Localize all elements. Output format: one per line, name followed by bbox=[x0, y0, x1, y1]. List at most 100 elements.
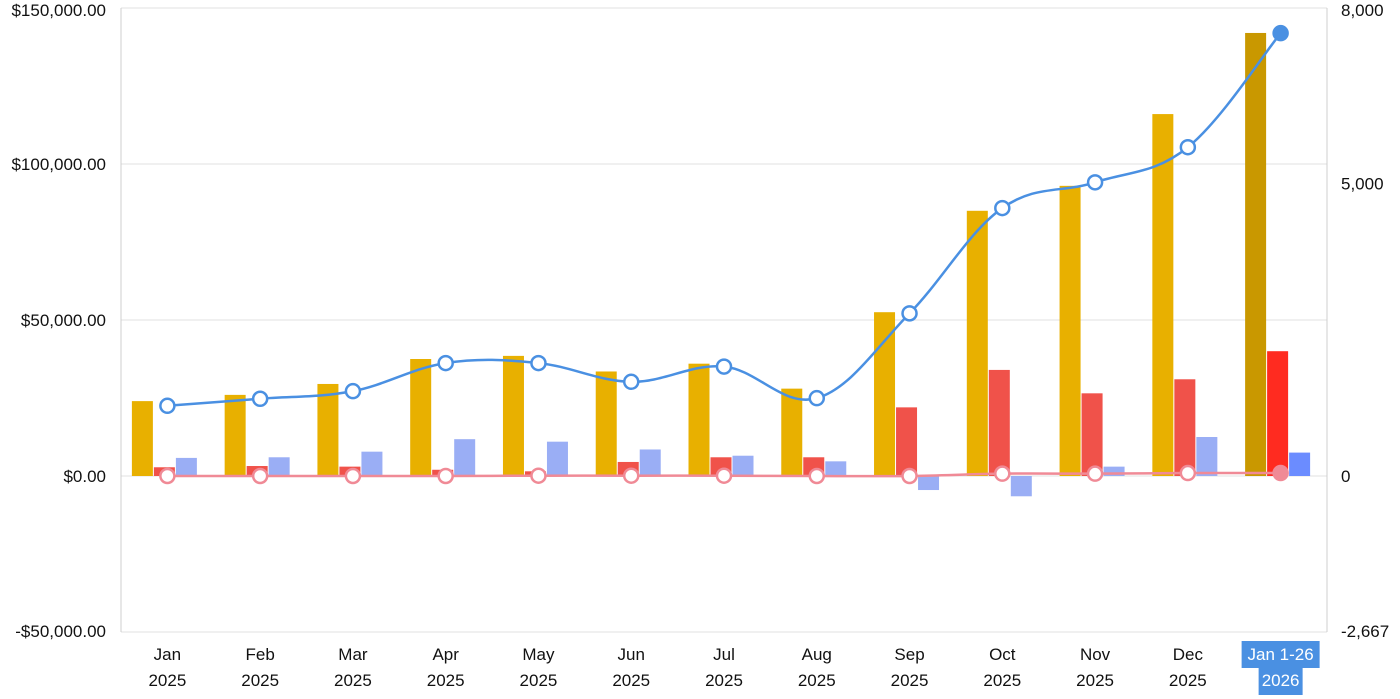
line-point bbox=[715, 467, 733, 484]
bar bbox=[268, 457, 290, 476]
x-tick-label: May bbox=[522, 645, 555, 664]
line-layer bbox=[159, 24, 1289, 485]
bar bbox=[988, 369, 1010, 476]
right-tick-label: 8,000 bbox=[1341, 1, 1384, 20]
bar bbox=[896, 407, 918, 476]
left-tick-label: $150,000.00 bbox=[11, 1, 106, 20]
x-tick-label: 2025 bbox=[705, 671, 743, 690]
line-point bbox=[808, 467, 826, 485]
line-point bbox=[437, 467, 454, 485]
x-tick-label: Jan bbox=[154, 645, 181, 664]
bar bbox=[410, 359, 432, 476]
x-tick-label: 2025 bbox=[612, 671, 650, 690]
bar bbox=[1059, 185, 1081, 476]
x-tick-label: 2025 bbox=[1076, 671, 1114, 690]
line-point bbox=[622, 373, 640, 391]
line-point bbox=[1086, 174, 1104, 191]
line-point bbox=[251, 467, 269, 485]
x-tick-label: 2025 bbox=[148, 671, 186, 690]
x-tick-label: Apr bbox=[432, 645, 459, 664]
bar bbox=[1081, 393, 1103, 476]
x-tick-label: 2025 bbox=[798, 671, 836, 690]
x-tick-label: 2025 bbox=[983, 671, 1021, 690]
line-point bbox=[1272, 24, 1289, 42]
line-point bbox=[437, 354, 454, 372]
line-point bbox=[251, 390, 269, 408]
bar bbox=[546, 441, 568, 476]
selected-label-bg bbox=[1258, 668, 1303, 695]
x-tick-label: 2025 bbox=[891, 671, 929, 690]
x-tick-label: Dec bbox=[1173, 645, 1204, 664]
line-point bbox=[530, 354, 547, 372]
bar bbox=[361, 451, 383, 476]
right-tick-label: -2,667 bbox=[1341, 622, 1389, 641]
line-point bbox=[808, 389, 826, 407]
bar bbox=[1196, 437, 1218, 476]
selected-label-bg bbox=[1241, 641, 1320, 668]
x-tick-label: 2025 bbox=[520, 671, 558, 690]
line-point bbox=[994, 465, 1011, 482]
bar bbox=[1152, 114, 1174, 476]
x-tick-label: Aug bbox=[802, 645, 832, 664]
line-point bbox=[344, 467, 362, 485]
line-point bbox=[715, 358, 733, 375]
bar bbox=[502, 355, 524, 476]
line-point bbox=[901, 305, 918, 322]
line-point bbox=[159, 397, 176, 415]
line-point bbox=[622, 467, 640, 484]
x-tick-label: Oct bbox=[989, 645, 1016, 664]
bar bbox=[781, 388, 803, 476]
right-tick-label: 0 bbox=[1341, 467, 1350, 486]
x-tick-label: 2025 bbox=[427, 671, 465, 690]
bar bbox=[1103, 466, 1125, 476]
bar bbox=[224, 394, 246, 476]
bar bbox=[918, 476, 940, 491]
line-point bbox=[1272, 464, 1289, 482]
left-tick-label: $100,000.00 bbox=[11, 155, 106, 174]
line-point bbox=[530, 467, 547, 484]
left-tick-label: -$50,000.00 bbox=[15, 622, 106, 641]
bar bbox=[454, 439, 476, 476]
bar bbox=[1289, 452, 1311, 476]
x-tick-label: 2025 bbox=[1169, 671, 1207, 690]
right-tick-label: 5,000 bbox=[1341, 174, 1384, 193]
bar bbox=[1010, 476, 1032, 497]
x-tick-label: Jun bbox=[618, 645, 645, 664]
x-tick-label: Jul bbox=[713, 645, 735, 664]
bar bbox=[317, 383, 339, 476]
x-tick-label: Nov bbox=[1080, 645, 1111, 664]
left-tick-label: $50,000.00 bbox=[21, 311, 106, 330]
line-point bbox=[1179, 464, 1197, 482]
series-line bbox=[167, 32, 1282, 408]
x-tick-label: 2025 bbox=[241, 671, 279, 690]
bar-layer bbox=[131, 32, 1311, 497]
line-point bbox=[901, 467, 918, 485]
x-tick-label: Feb bbox=[246, 645, 275, 664]
bar bbox=[1245, 32, 1267, 477]
grid-layer bbox=[120, 7, 1328, 633]
bar bbox=[1174, 379, 1196, 476]
x-tick-label: Jan 1-26 bbox=[1248, 645, 1314, 664]
x-tick-label: Mar bbox=[338, 645, 368, 664]
bar bbox=[595, 371, 617, 476]
x-tick-label: 2025 bbox=[334, 671, 372, 690]
line-point bbox=[1179, 138, 1197, 156]
bar bbox=[874, 312, 896, 476]
bar bbox=[732, 455, 754, 476]
line-point bbox=[344, 382, 362, 400]
left-tick-label: $0.00 bbox=[63, 467, 106, 486]
bar bbox=[175, 457, 197, 476]
axis-layer: $150,000.00 $100,000.00 $50,000.00 $0.00 -$5… bbox=[11, 1, 1389, 695]
line-point bbox=[994, 199, 1011, 217]
bar bbox=[688, 363, 710, 476]
line-point bbox=[1086, 465, 1104, 482]
bar bbox=[639, 449, 661, 476]
line-point bbox=[159, 467, 176, 485]
x-tick-label: 2026 bbox=[1262, 671, 1300, 690]
bar bbox=[1267, 351, 1289, 476]
bar bbox=[966, 210, 988, 477]
x-tick-label: Sep bbox=[894, 645, 924, 664]
bar bbox=[825, 461, 847, 476]
